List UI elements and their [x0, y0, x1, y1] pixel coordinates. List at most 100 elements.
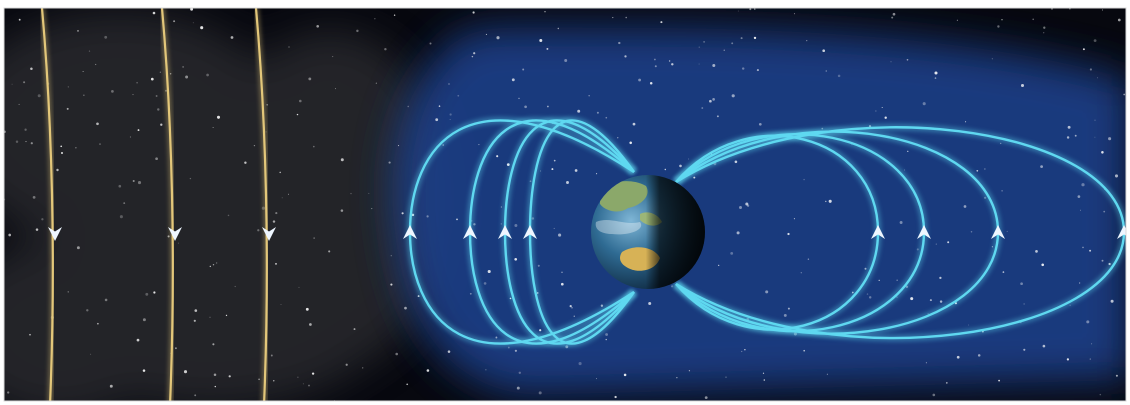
star: [1108, 137, 1112, 141]
star: [881, 106, 883, 109]
star: [200, 26, 204, 30]
star: [487, 269, 491, 274]
star: [157, 108, 160, 111]
star: [734, 160, 738, 164]
star: [448, 83, 450, 85]
star: [313, 145, 315, 148]
star: [970, 231, 973, 233]
star: [213, 373, 217, 377]
star: [654, 58, 656, 61]
star: [390, 255, 392, 257]
star: [1023, 348, 1026, 351]
star: [1103, 210, 1106, 213]
star: [561, 271, 563, 274]
star: [538, 391, 542, 395]
star: [478, 144, 480, 146]
star: [1040, 165, 1043, 168]
star: [142, 369, 146, 372]
star: [765, 290, 769, 294]
star: [588, 95, 590, 97]
star: [899, 221, 903, 224]
star: [507, 346, 510, 349]
star: [15, 140, 19, 143]
star: [209, 265, 211, 268]
star: [753, 36, 757, 40]
star: [557, 27, 560, 30]
star: [605, 338, 607, 341]
star: [60, 145, 63, 148]
star: [1096, 77, 1099, 79]
star: [544, 11, 546, 13]
star: [169, 73, 172, 75]
star: [500, 223, 502, 225]
star: [910, 297, 914, 301]
star: [571, 307, 573, 309]
star: [449, 113, 452, 116]
star: [660, 21, 663, 24]
star: [66, 107, 69, 110]
star: [393, 14, 396, 16]
star: [506, 163, 510, 166]
star: [793, 218, 795, 220]
arrow-up-icon: [917, 225, 931, 239]
star: [514, 349, 518, 352]
star: [32, 196, 36, 199]
star: [97, 322, 99, 325]
star: [308, 77, 312, 81]
star: [473, 223, 476, 226]
star: [1099, 393, 1102, 396]
magnetic-field-lines: [403, 116, 1126, 348]
star: [280, 303, 282, 306]
star: [132, 94, 134, 96]
arrow-up-icon: [498, 225, 512, 239]
star: [384, 47, 387, 51]
star: [1041, 263, 1045, 267]
star: [160, 123, 163, 126]
star: [629, 141, 632, 145]
star: [311, 372, 315, 375]
star: [569, 305, 572, 308]
star: [963, 205, 967, 208]
star: [712, 64, 716, 67]
star: [1089, 68, 1092, 71]
star: [632, 122, 636, 126]
star: [371, 208, 373, 210]
star: [612, 17, 614, 19]
star: [558, 233, 562, 237]
star: [145, 292, 149, 296]
star: [270, 354, 273, 357]
star: [1094, 136, 1096, 138]
star: [1089, 249, 1092, 252]
arrow-up-icon: [403, 225, 417, 239]
star: [473, 52, 476, 55]
arrow-up-icon: [463, 225, 477, 239]
star: [82, 70, 84, 73]
star: [1032, 18, 1035, 21]
star: [730, 252, 734, 255]
star: [215, 262, 218, 264]
star: [1066, 136, 1070, 139]
star: [793, 13, 796, 15]
star: [1091, 343, 1093, 345]
star: [688, 370, 691, 372]
star: [864, 267, 867, 270]
star: [718, 264, 720, 267]
star: [193, 319, 196, 322]
star: [712, 98, 715, 101]
star: [578, 362, 582, 366]
star: [244, 161, 247, 164]
star: [340, 209, 344, 212]
star: [1089, 358, 1091, 360]
star: [1042, 344, 1046, 348]
arrow-up-icon: [1117, 225, 1126, 239]
star: [516, 386, 520, 390]
star: [288, 46, 290, 48]
star: [214, 385, 216, 388]
star: [739, 206, 742, 209]
star: [749, 8, 752, 11]
star: [281, 197, 283, 199]
star: [456, 218, 458, 221]
star: [1020, 282, 1023, 286]
star: [956, 355, 960, 359]
star: [605, 333, 609, 336]
